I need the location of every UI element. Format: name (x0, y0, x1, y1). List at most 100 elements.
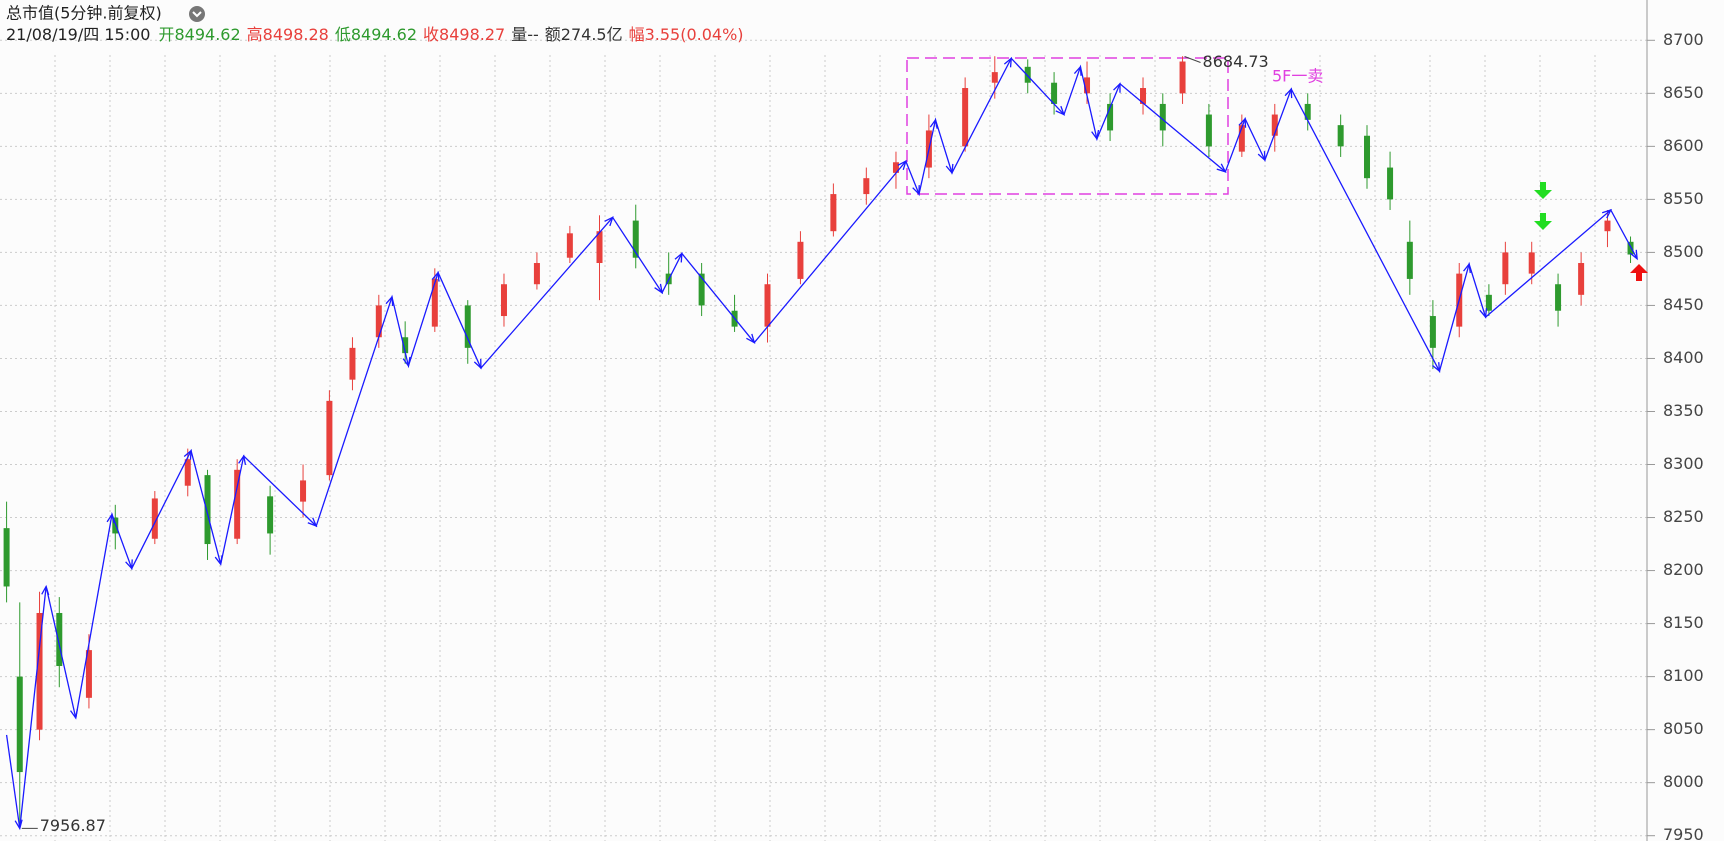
extreme-label: 8684.73 (1203, 52, 1269, 71)
dropdown-chevron (192, 11, 202, 18)
field-label: 开 (158, 25, 174, 44)
field-label: 收 (423, 25, 439, 44)
zigzag-arrow (41, 584, 50, 596)
y-tick-label: 8300 (1663, 454, 1704, 473)
dropdown-icon[interactable] (189, 6, 205, 22)
candle-body (797, 241, 804, 279)
candle-body (16, 676, 23, 773)
candle-body (1107, 103, 1114, 131)
buy-arrow (1630, 264, 1648, 281)
candle-body (830, 194, 837, 232)
candle-body (764, 284, 771, 327)
zigzag-arrow (183, 449, 192, 460)
candle-body (3, 528, 10, 587)
extreme-label: 7956.87 (40, 816, 106, 835)
field-value: 8498.27 (439, 25, 505, 44)
y-tick-label: 8200 (1663, 560, 1704, 579)
y-tick-label: 8550 (1663, 189, 1704, 208)
candle-body (1528, 252, 1535, 274)
zigzag-arrow (1238, 117, 1247, 128)
candle-body (892, 162, 899, 173)
zigzag-arrow (1432, 362, 1441, 373)
candle-body (1179, 61, 1186, 94)
zigzag-arrow (1055, 105, 1066, 116)
candle-body (1238, 125, 1245, 152)
signal-box (906, 57, 1229, 195)
candle-body (1604, 220, 1611, 232)
zigzag-arrow (1073, 65, 1082, 76)
title: 总市值(5分钟.前复权) (6, 4, 162, 23)
y-tick-label: 8050 (1663, 719, 1704, 738)
header: 总市值(5分钟.前复权) 21/08/19/四 15:00 开 8494.62 高 84… (6, 4, 744, 44)
y-tick-label: 7950 (1663, 825, 1704, 841)
zigzag-arrow (1091, 129, 1100, 141)
zigzag-arrow (431, 270, 440, 282)
zigzag-arrow (69, 709, 78, 720)
y-tick-label: 8600 (1663, 136, 1704, 155)
candle-body (1429, 316, 1436, 348)
candle-body (1084, 77, 1091, 94)
zigzag-arrow (929, 118, 938, 129)
field-label: 量 (511, 25, 527, 44)
y-tick-label: 8150 (1663, 613, 1704, 632)
y-tick-label: 8400 (1663, 348, 1704, 367)
field-value: -- (527, 25, 539, 44)
zigzag-arrow (1113, 82, 1121, 93)
candle-body (1406, 241, 1413, 279)
candle-body (1271, 114, 1278, 136)
zigzag-arrow (125, 559, 133, 571)
y-tick-label: 8000 (1663, 772, 1704, 791)
sell-arrow (1534, 213, 1552, 230)
field-label: 高 (247, 25, 263, 44)
candle-body (1485, 294, 1492, 311)
zigzag-arrow (307, 517, 318, 528)
field-label: 低 (335, 25, 351, 44)
quote-line: 21/08/19/四 15:00 开8494.62 高8498.28 低8494.62… (6, 25, 744, 44)
field-value: 3.55(0.04%) (645, 25, 744, 44)
zigzag-arrow (746, 333, 756, 344)
sell-arrow (1534, 182, 1552, 199)
candle-body (151, 498, 158, 539)
candle-body (991, 72, 998, 83)
y-tick-label: 8650 (1663, 83, 1704, 102)
field-label: 额 (545, 25, 561, 44)
candle-body (1387, 167, 1394, 200)
zigzag-arrow (1003, 56, 1013, 68)
zigzag-arrow (214, 555, 223, 566)
candle-body (1159, 103, 1166, 131)
zigzag-arrow (897, 159, 907, 170)
zigzag-arrow (1284, 87, 1293, 99)
candle-body (698, 273, 705, 306)
zigzag-arrow (473, 358, 482, 370)
zigzag-arrow (1629, 249, 1638, 261)
y-tick-label: 8450 (1663, 295, 1704, 314)
zigzag-line (5, 57, 1638, 829)
candle-body (204, 475, 211, 545)
zigzag-arrow (604, 216, 614, 227)
candle-body (36, 612, 43, 730)
candle-body (431, 278, 438, 327)
extreme-pointer (1184, 56, 1201, 63)
candle-body (184, 459, 191, 486)
candle-body (402, 337, 409, 354)
candle-body (349, 347, 356, 380)
candle-body (1140, 88, 1147, 104)
zigzag-arrow (1601, 208, 1613, 219)
candle-body (500, 284, 507, 317)
candle-body (596, 231, 603, 264)
zigzag-arrow (1479, 308, 1488, 319)
candle-body (56, 612, 63, 667)
zigzag-arrow (674, 251, 683, 263)
field-value: 8494.62 (351, 25, 417, 44)
date: 21/08/19/四 15:00 (6, 25, 150, 44)
y-tick-label: 8700 (1663, 30, 1704, 49)
y-tick-label: 8250 (1663, 507, 1704, 526)
candle-body (863, 178, 870, 195)
candle-body (1304, 103, 1311, 120)
zigzag-arrow (1216, 163, 1227, 173)
candle-body (1627, 241, 1634, 255)
zigzag-arrow (385, 295, 394, 306)
grid (0, 39, 1647, 841)
